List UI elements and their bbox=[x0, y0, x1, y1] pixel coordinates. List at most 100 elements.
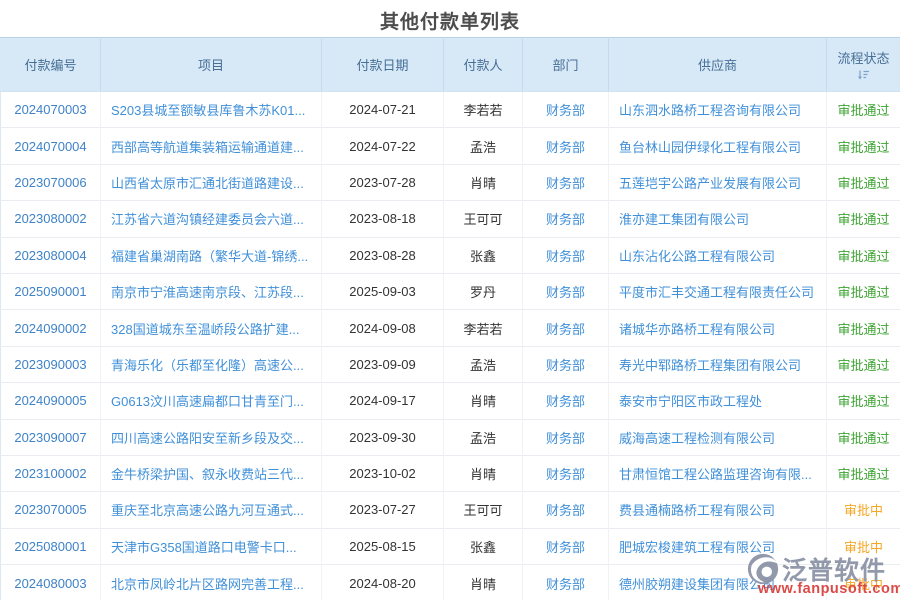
dept-link[interactable]: 财务部 bbox=[545, 357, 585, 373]
project-link[interactable]: 西部高等航道集装箱运输通道建... bbox=[111, 139, 304, 155]
payment-id-link[interactable]: 2025080001 bbox=[14, 538, 87, 554]
dept-link[interactable]: 财务部 bbox=[545, 576, 585, 592]
payment-id-link[interactable]: 2023080002 bbox=[14, 211, 87, 227]
project-link[interactable]: 重庆至北京高速公路九河互通式... bbox=[111, 503, 304, 519]
project-cell: 江苏省六道沟镇经建委员会六道... bbox=[100, 200, 322, 238]
status-cell: 审批通过 bbox=[826, 200, 900, 238]
payment-id-cell: 2024090002 bbox=[0, 309, 101, 347]
payment-id-cell: 2023080002 bbox=[0, 200, 101, 238]
table-row: 2024090002 328国道城东至温峤段公路扩建... 2024-09-08… bbox=[0, 309, 900, 347]
supplier-link[interactable]: 费县通楠路桥工程有限公司 bbox=[619, 503, 776, 519]
payer-name: 李若若 bbox=[463, 321, 503, 337]
project-link[interactable]: 福建省巢湖南路（繁华大道-锦绣... bbox=[111, 248, 309, 264]
supplier-link[interactable]: 甘肃恒馆工程公路监理咨询有限... bbox=[619, 467, 812, 483]
dept-link[interactable]: 财务部 bbox=[545, 212, 585, 228]
payment-id-link[interactable]: 2025090001 bbox=[14, 284, 87, 300]
payment-id-cell: 2023090003 bbox=[0, 345, 101, 383]
payer-name: 张鑫 bbox=[469, 248, 496, 264]
supplier-link[interactable]: 泰安市宁阳区市政工程处 bbox=[619, 394, 763, 410]
payment-id-link[interactable]: 2024080003 bbox=[14, 575, 87, 591]
dept-link[interactable]: 财务部 bbox=[545, 503, 585, 519]
date-cell: 2023-07-28 bbox=[321, 163, 444, 201]
supplier-cell: 诸城华亦路桥工程有限公司 bbox=[608, 309, 827, 347]
table-row: 2025080001 天津市G358国道路口电警卡口... 2025-08-15… bbox=[0, 527, 900, 565]
payment-id-link[interactable]: 2023090007 bbox=[14, 429, 87, 445]
status-badge: 审批通过 bbox=[837, 139, 890, 155]
payment-id-link[interactable]: 2023090003 bbox=[14, 356, 87, 372]
supplier-link[interactable]: 诸城华亦路桥工程有限公司 bbox=[619, 321, 776, 337]
payment-id-link[interactable]: 2024090005 bbox=[14, 393, 87, 409]
status-cell: 审批通过 bbox=[827, 92, 900, 128]
dept-link[interactable]: 财务部 bbox=[545, 285, 585, 301]
supplier-link[interactable]: 威海高速工程检测有限公司 bbox=[619, 430, 776, 446]
status-cell: 审批通过 bbox=[826, 454, 900, 492]
table-row: 2024070003 S203县城至额敏县库鲁木苏K01... 2024-07-… bbox=[0, 91, 900, 128]
status-badge: 审批通过 bbox=[837, 248, 890, 264]
payment-id-link[interactable]: 2023080004 bbox=[14, 247, 87, 263]
table-row: 2024080003 北京市凤岭北片区路网完善工程... 2024-08-20 … bbox=[0, 564, 900, 600]
project-link[interactable]: 山西省太原市汇通北街道路建设... bbox=[111, 175, 304, 191]
payer-cell: 王可可 bbox=[443, 200, 523, 238]
project-link[interactable]: 南京市宁淮高速南京段、江苏段... bbox=[111, 285, 304, 301]
payment-id-link[interactable]: 2023070006 bbox=[14, 174, 87, 190]
supplier-link[interactable]: 肥城宏梭建筑工程有限公司 bbox=[619, 539, 776, 555]
supplier-link[interactable]: 德州胶朔建设集团有限公司 bbox=[619, 576, 776, 592]
status-cell: 审批通过 bbox=[826, 418, 900, 456]
project-link[interactable]: 青海乐化（乐都至化隆）高速公... bbox=[111, 357, 304, 373]
supplier-cell: 寿光中郓路桥工程集团有限公司 bbox=[608, 345, 827, 383]
supplier-link[interactable]: 淮亦建工集团有限公司 bbox=[619, 212, 750, 228]
sort-amount-icon[interactable] bbox=[857, 69, 870, 81]
dept-link[interactable]: 财务部 bbox=[545, 394, 585, 410]
supplier-link[interactable]: 寿光中郓路桥工程集团有限公司 bbox=[619, 357, 802, 373]
project-link[interactable]: 金牛桥梁护国、叙永收费站三代... bbox=[111, 467, 304, 483]
project-link[interactable]: S203县城至额敏县库鲁木苏K01... bbox=[111, 103, 306, 119]
payment-date: 2023-08-28 bbox=[349, 247, 416, 263]
status-badge: 审批通过 bbox=[837, 430, 890, 446]
table-row: 2023100002 金牛桥梁护国、叙永收费站三代... 2023-10-02 … bbox=[0, 454, 900, 492]
payer-name: 肖晴 bbox=[469, 467, 496, 483]
payment-id-link[interactable]: 2024070004 bbox=[14, 138, 87, 154]
column-header-status[interactable]: 流程状态 bbox=[826, 37, 900, 92]
project-link[interactable]: 天津市G358国道路口电警卡口... bbox=[111, 539, 297, 555]
dept-cell: 财务部 bbox=[522, 163, 609, 201]
dept-cell: 财务部 bbox=[522, 272, 609, 310]
dept-cell: 财务部 bbox=[522, 454, 609, 492]
payment-date: 2024-08-20 bbox=[349, 575, 416, 591]
dept-link[interactable]: 财务部 bbox=[545, 139, 585, 155]
date-cell: 2023-09-09 bbox=[321, 345, 444, 383]
dept-link[interactable]: 财务部 bbox=[545, 175, 585, 191]
status-cell: 审批通过 bbox=[826, 382, 900, 420]
payment-id-link[interactable]: 2023100002 bbox=[14, 466, 87, 482]
dept-link[interactable]: 财务部 bbox=[545, 248, 585, 264]
status-cell: 审批通过 bbox=[826, 309, 900, 347]
supplier-link[interactable]: 山东泗水路桥工程咨询有限公司 bbox=[619, 103, 802, 119]
payment-id-cell: 2023070005 bbox=[0, 491, 101, 529]
project-cell: 福建省巢湖南路（繁华大道-锦绣... bbox=[100, 236, 322, 274]
project-link[interactable]: 四川高速公路阳安至新乡段及交... bbox=[111, 430, 304, 446]
payer-cell: 罗丹 bbox=[443, 272, 523, 310]
project-link[interactable]: G0613汶川高速扁都口甘青至门... bbox=[111, 394, 304, 410]
supplier-link[interactable]: 山东沾化公路工程有限公司 bbox=[619, 248, 776, 264]
dept-link[interactable]: 财务部 bbox=[545, 430, 585, 446]
project-link[interactable]: 328国道城东至温峤段公路扩建... bbox=[111, 321, 300, 337]
dept-link[interactable]: 财务部 bbox=[545, 321, 585, 337]
dept-link[interactable]: 财务部 bbox=[545, 467, 585, 483]
supplier-link[interactable]: 平度市汇丰交通工程有限责任公司 bbox=[619, 285, 815, 301]
dept-cell: 财务部 bbox=[522, 127, 609, 165]
column-header-label: 项目 bbox=[197, 58, 224, 73]
payment-id-link[interactable]: 2024070003 bbox=[14, 102, 87, 118]
status-badge: 审批通过 bbox=[837, 212, 890, 228]
dept-cell: 财务部 bbox=[522, 491, 609, 529]
payer-cell: 肖晴 bbox=[443, 163, 523, 201]
supplier-link[interactable]: 鱼台林山园伊绿化工程有限公司 bbox=[619, 139, 802, 155]
dept-link[interactable]: 财务部 bbox=[545, 539, 585, 555]
project-link[interactable]: 江苏省六道沟镇经建委员会六道... bbox=[111, 212, 304, 228]
table-row: 2023070005 重庆至北京高速公路九河互通式... 2023-07-27 … bbox=[0, 491, 900, 529]
payment-id-link[interactable]: 2024090002 bbox=[14, 320, 87, 336]
supplier-link[interactable]: 五莲垲宇公路产业发展有限公司 bbox=[619, 175, 802, 191]
payment-id-link[interactable]: 2023070005 bbox=[14, 502, 87, 518]
dept-link[interactable]: 财务部 bbox=[545, 103, 585, 119]
column-header-dept: 部门 bbox=[522, 37, 609, 92]
project-link[interactable]: 北京市凤岭北片区路网完善工程... bbox=[111, 576, 304, 592]
date-cell: 2025-09-03 bbox=[321, 272, 444, 310]
